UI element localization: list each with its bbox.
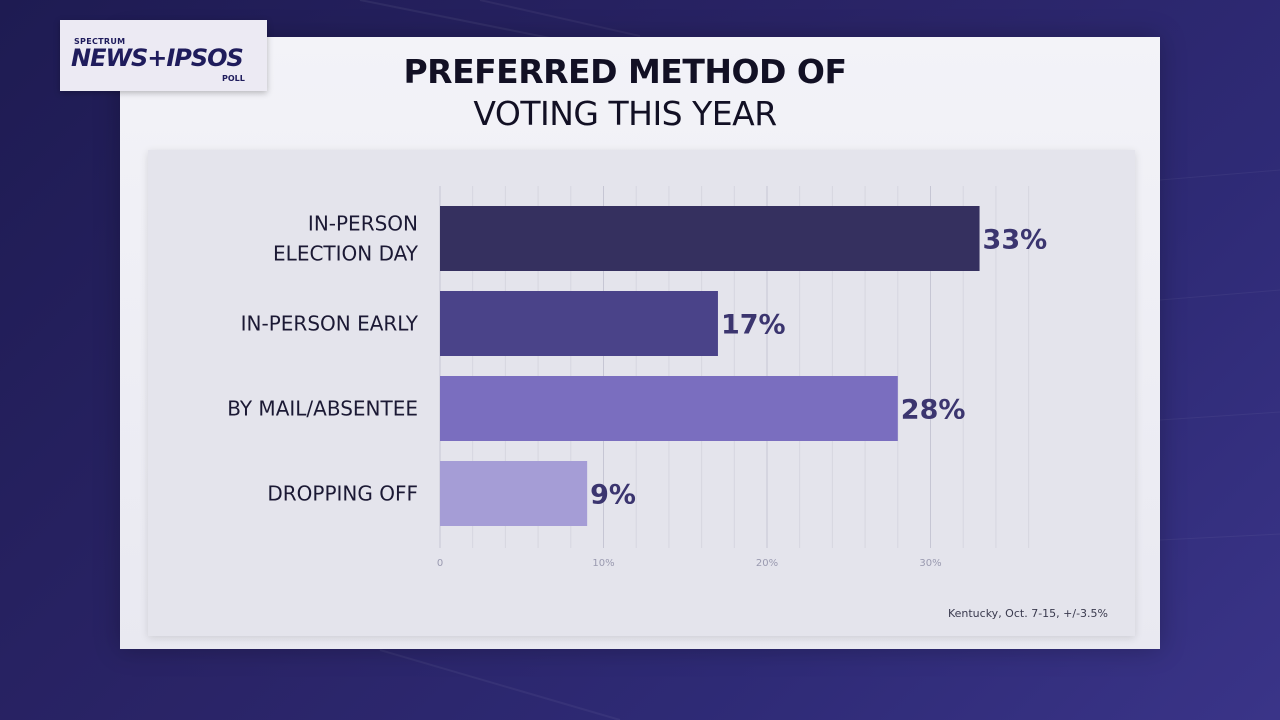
bar (440, 376, 898, 441)
chart-title-line2: VOTING THIS YEAR (473, 94, 777, 133)
category-label: IN-PERSON EARLY (241, 312, 419, 336)
poll-footnote: Kentucky, Oct. 7-15, +/-3.5% (947, 607, 1108, 620)
category-label: IN-PERSON (308, 212, 418, 236)
logo-sub: POLL (222, 74, 245, 83)
x-tick-label: 30% (919, 558, 941, 569)
bar-value-label: 33% (983, 225, 1048, 256)
logo-brand: SPECTRUM (74, 37, 126, 46)
bar (440, 461, 588, 526)
bar-value-label: 17% (721, 310, 786, 341)
logo-name: NEWS+IPSOS (71, 44, 244, 72)
category-label: ELECTION DAY (273, 242, 419, 266)
x-tick-label: 10% (592, 558, 614, 569)
spectrum-ipsos-logo: SPECTRUM NEWS+IPSOS POLL (60, 20, 267, 91)
chart-title-line1: PREFERRED METHOD OF (403, 52, 847, 91)
bar-value-label: 9% (590, 480, 636, 511)
bar-value-label: 28% (901, 395, 966, 426)
x-tick-label: 20% (756, 558, 778, 569)
bar (440, 291, 718, 356)
category-label: DROPPING OFF (267, 482, 418, 506)
x-tick-label: 0 (437, 558, 443, 569)
bar (440, 206, 980, 271)
category-label: BY MAIL/ABSENTEE (227, 397, 418, 421)
